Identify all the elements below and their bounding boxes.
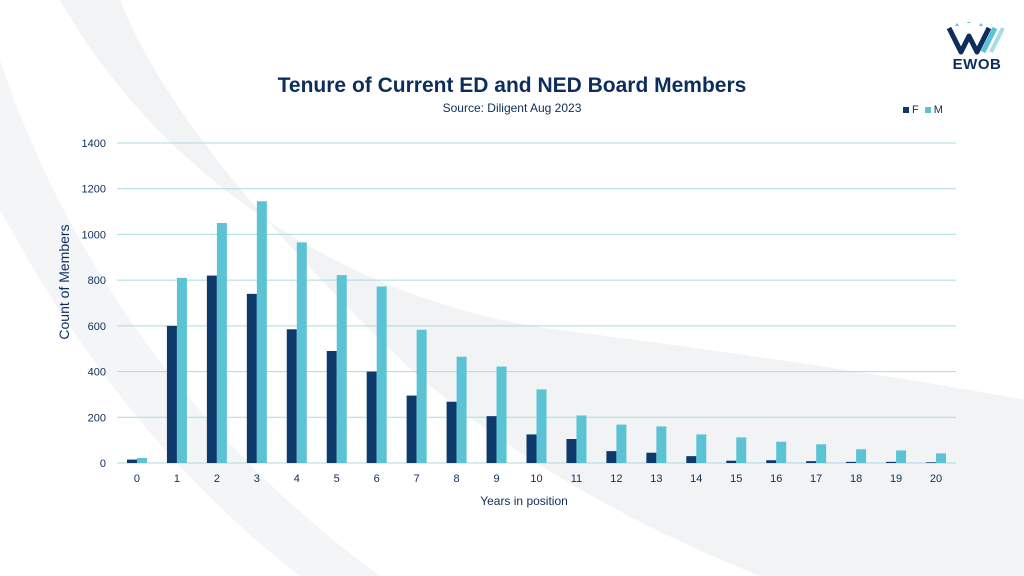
x-tick-label: 9 <box>493 473 499 485</box>
legend-swatch-m <box>924 107 931 113</box>
bar-f-19 <box>886 461 897 463</box>
x-tick-label: 19 <box>890 473 902 485</box>
bar-f-3 <box>246 293 257 463</box>
bar-f-11 <box>566 439 577 463</box>
bar-f-2 <box>206 275 217 463</box>
legend-item-m: M <box>924 104 943 116</box>
bar-f-14 <box>686 456 697 463</box>
bar-m-13 <box>656 426 667 463</box>
x-tick-label: 6 <box>374 473 380 485</box>
x-tick-label: 0 <box>134 473 140 485</box>
chart-subtitle: Source: Diligent Aug 2023 <box>442 101 582 115</box>
x-tick-label: 10 <box>530 473 542 485</box>
bar-f-4 <box>286 329 297 463</box>
x-tick-label: 3 <box>254 473 260 485</box>
legend: F M <box>903 104 943 116</box>
x-tick-label: 5 <box>334 473 340 485</box>
bar-m-17 <box>816 444 827 463</box>
bar-m-4 <box>296 242 307 463</box>
bar-f-16 <box>766 460 777 463</box>
x-tick-label: 7 <box>414 473 420 485</box>
bar-m-15 <box>736 437 747 463</box>
bar-f-18 <box>846 461 857 463</box>
bar-f-17 <box>806 461 817 463</box>
bar-m-5 <box>336 275 347 463</box>
x-tick-label: 18 <box>850 473 862 485</box>
bar-m-14 <box>696 434 707 463</box>
bar-m-10 <box>536 389 547 463</box>
bar-m-1 <box>176 277 187 463</box>
x-tick-label: 16 <box>770 473 782 485</box>
bar-m-12 <box>616 424 627 463</box>
x-tick-label: 11 <box>571 473 582 485</box>
x-tick-label: 15 <box>730 473 742 485</box>
bar-m-2 <box>216 223 227 463</box>
bar-m-9 <box>496 366 507 463</box>
y-tick-label: 800 <box>88 275 106 287</box>
x-tick-label: 4 <box>294 473 300 485</box>
bar-m-18 <box>856 449 867 463</box>
legend-swatch-f <box>903 107 909 113</box>
bar-m-20 <box>936 453 947 463</box>
bar-f-0 <box>126 459 137 463</box>
bar-m-8 <box>456 356 467 463</box>
x-axis-label: Years in position <box>480 494 568 508</box>
bar-m-0 <box>136 457 147 463</box>
bar-m-19 <box>896 450 907 463</box>
bar-f-6 <box>366 371 377 463</box>
bar-f-13 <box>646 452 657 463</box>
bar-m-3 <box>256 201 267 464</box>
y-tick-label: 600 <box>88 321 106 333</box>
ewob-logo <box>946 22 1005 55</box>
bar-f-5 <box>326 351 337 463</box>
x-tick-label: 14 <box>690 473 702 485</box>
x-tick-label: 17 <box>810 473 822 485</box>
chart-title: Tenure of Current ED and NED Board Membe… <box>277 74 747 97</box>
bar-f-7 <box>406 395 417 463</box>
y-tick-label: 200 <box>88 412 106 424</box>
bar-f-9 <box>486 416 497 463</box>
x-tick-label: 8 <box>454 473 460 485</box>
bar-f-12 <box>606 451 617 463</box>
bar-f-20 <box>926 462 937 463</box>
legend-item-f: F <box>903 104 919 116</box>
x-tick-label: 13 <box>650 473 662 485</box>
logo-wordmark: EWOB <box>952 56 1002 73</box>
bar-m-16 <box>776 441 787 463</box>
legend-label-f: F <box>912 104 919 116</box>
x-tick-label: 20 <box>930 473 942 485</box>
bar-m-6 <box>376 286 387 463</box>
x-tick-label: 12 <box>610 473 622 485</box>
bar-m-7 <box>416 329 427 463</box>
bar-m-11 <box>576 415 587 463</box>
bar-f-15 <box>726 460 737 463</box>
y-tick-label: 400 <box>88 367 106 379</box>
x-tick-label: 2 <box>214 473 220 485</box>
legend-label-m: M <box>933 104 943 116</box>
y-tick-label: 1400 <box>82 138 106 150</box>
bar-f-1 <box>166 325 177 463</box>
bar-f-10 <box>526 434 537 463</box>
x-tick-label: 1 <box>174 473 180 485</box>
y-tick-label: 0 <box>100 458 106 470</box>
y-tick-label: 1000 <box>82 229 106 241</box>
y-tick-label: 1200 <box>82 184 106 196</box>
bar-f-8 <box>446 401 457 463</box>
